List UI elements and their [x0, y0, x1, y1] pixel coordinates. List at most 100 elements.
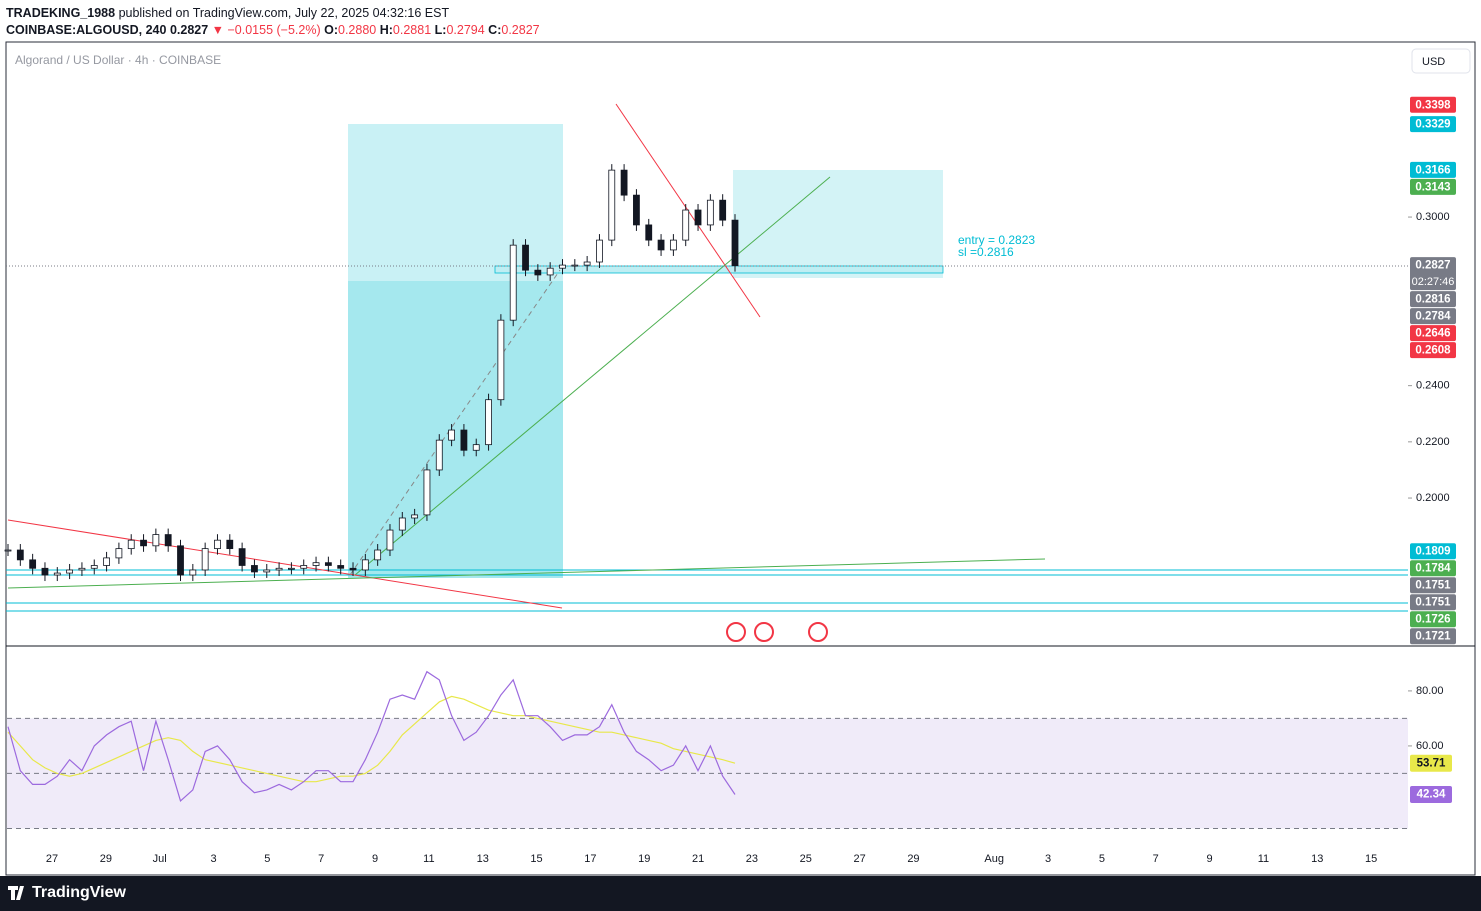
y-tick-label: 0.3000	[1416, 211, 1450, 223]
annotation: entry = 0.2823	[958, 233, 1035, 247]
x-tick-label: 3	[1045, 853, 1051, 865]
y-tick-label: 60.00	[1416, 740, 1444, 752]
publish-line: TRADEKING_1988 published on TradingView.…	[6, 5, 540, 22]
price-label: 0.3143	[1415, 181, 1450, 193]
price-label-box	[1410, 543, 1456, 560]
price-label: 0.1809	[1415, 546, 1450, 558]
candle	[90, 565, 98, 569]
x-tick-label: 19	[638, 853, 650, 865]
candle	[115, 548, 123, 559]
price-label-box	[1410, 291, 1456, 308]
x-tick-label: 15	[1365, 853, 1377, 865]
candle	[706, 199, 714, 226]
price-label: 0.3166	[1415, 164, 1450, 176]
candle	[596, 239, 603, 263]
candle	[509, 244, 517, 321]
x-tick-label: 29	[907, 853, 919, 865]
rsi-label: 53.71	[1417, 757, 1446, 769]
candle	[669, 239, 677, 251]
l-label: L:	[434, 23, 447, 37]
candle	[361, 559, 369, 571]
price-label-box	[1410, 308, 1456, 325]
h-label: H:	[379, 23, 393, 37]
candle	[324, 562, 332, 566]
price-label: 0.3398	[1415, 99, 1451, 111]
price-label: 0.1751	[1415, 580, 1451, 592]
frame	[5, 41, 1476, 876]
price-label: 0.2646	[1415, 328, 1450, 340]
last: 0.2827	[169, 23, 209, 37]
candle	[164, 534, 172, 547]
candle	[423, 469, 431, 516]
candle	[127, 539, 135, 550]
brand-logo	[8, 886, 24, 900]
trend-line	[354, 176, 831, 576]
candle	[497, 319, 505, 401]
price-label: 0.2816	[1415, 294, 1450, 306]
price-label-box	[1410, 116, 1456, 133]
currency[interactable]: USD	[1422, 56, 1445, 68]
price-label-box	[1410, 325, 1456, 342]
candle	[226, 539, 234, 550]
candle	[448, 429, 455, 441]
candle	[583, 261, 591, 266]
candle	[398, 517, 406, 531]
candle	[251, 565, 258, 573]
candle	[337, 565, 345, 569]
high: 0.2881	[392, 23, 432, 37]
annotation: sl =0.2816	[958, 245, 1014, 259]
x-tick-label: 5	[1099, 853, 1105, 865]
close: 0.2827	[501, 23, 540, 37]
path-line	[349, 269, 561, 576]
price-label-box	[1410, 628, 1456, 645]
countdown: 02:27:46	[1412, 276, 1455, 288]
x-tick-label: 3	[210, 853, 216, 865]
candle	[731, 219, 739, 267]
candle	[288, 567, 295, 570]
candle	[682, 209, 690, 241]
candle	[300, 565, 308, 569]
x-tick-label: 9	[372, 853, 378, 865]
candle	[546, 267, 554, 276]
price-label-box	[1410, 594, 1456, 611]
price-label-box	[1410, 178, 1456, 195]
price-label: 0.3329	[1415, 119, 1450, 131]
y-tick-label: 0.2400	[1416, 380, 1450, 392]
candle	[275, 567, 283, 571]
candle	[103, 557, 110, 566]
event-flag	[808, 622, 828, 642]
x-tick-label: 9	[1206, 853, 1212, 865]
candle	[263, 569, 271, 573]
published: published on TradingView.com, July 22, 2…	[118, 6, 450, 20]
event-icons	[726, 622, 828, 642]
x-tick-label: 13	[477, 853, 489, 865]
candle	[4, 549, 12, 552]
candle	[571, 264, 579, 267]
y-tick-label: 0.2200	[1416, 436, 1450, 448]
candle	[66, 569, 74, 574]
x-tick-label: 25	[800, 853, 812, 865]
candle	[16, 549, 24, 561]
price-label: 0.1784	[1415, 563, 1451, 575]
x-tick-label: 27	[46, 853, 58, 865]
y-tick-label: 0.2000	[1416, 492, 1450, 504]
x-tick-label: 29	[100, 853, 112, 865]
price-label-box	[1410, 161, 1456, 178]
candle	[374, 549, 382, 561]
price-label-box	[1410, 611, 1456, 628]
price-label: 0.1751	[1415, 597, 1451, 609]
candle	[485, 399, 492, 446]
candle	[152, 534, 160, 547]
x-tick-label: 5	[264, 853, 270, 865]
candle	[312, 562, 320, 566]
price-label: 0.1726	[1415, 614, 1450, 626]
rsi-label-box	[1410, 754, 1452, 772]
candle	[238, 548, 246, 566]
y-tick-label: 80.00	[1416, 685, 1444, 697]
candle	[29, 559, 37, 569]
price-label-box	[1410, 96, 1456, 113]
x-tick-label: Aug	[984, 853, 1004, 865]
currency-button[interactable]	[1411, 48, 1471, 74]
x-tick-label: 13	[1311, 853, 1323, 865]
